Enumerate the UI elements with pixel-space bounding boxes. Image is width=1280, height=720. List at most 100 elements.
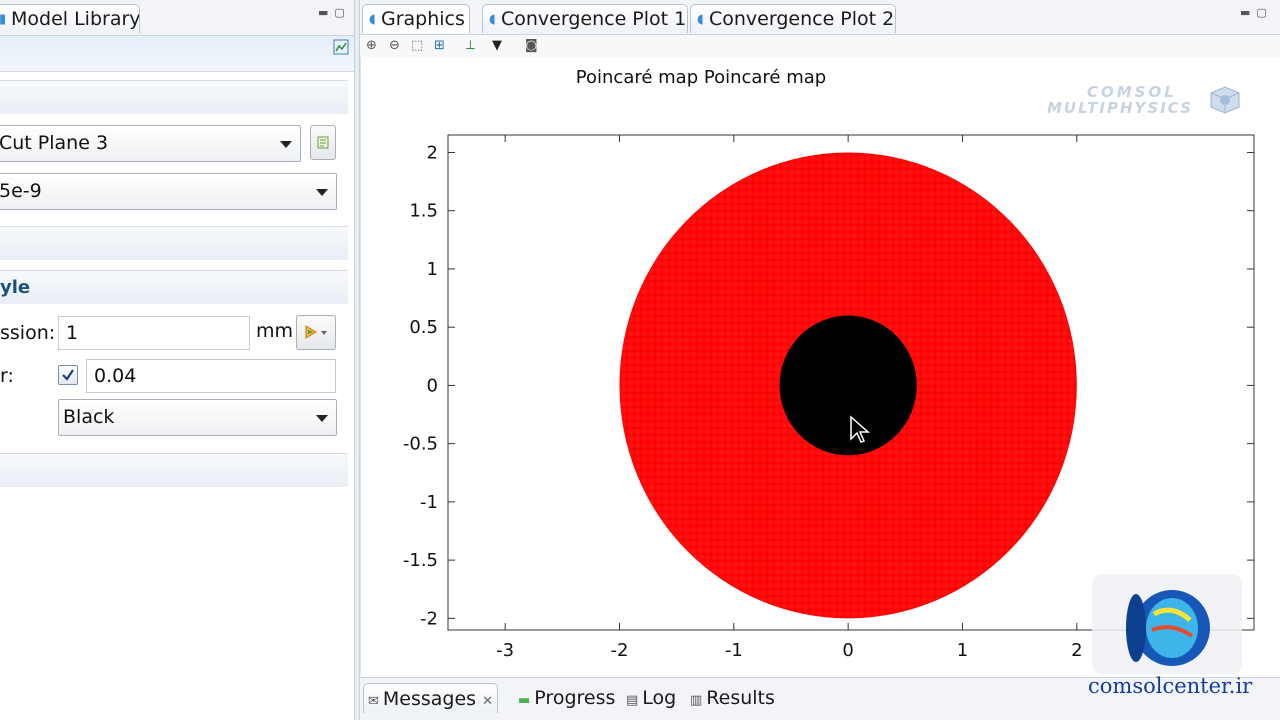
color-select[interactable]: Black [58, 399, 337, 436]
time-select[interactable]: 5e-9 [0, 173, 337, 210]
expression-insert-button[interactable] [296, 315, 336, 350]
y-tick-label: 2 [427, 142, 438, 163]
camera-icon[interactable]: ◙ [525, 38, 538, 53]
panel-splitter[interactable] [354, 0, 360, 720]
settings-toolbar [0, 36, 354, 72]
time-select-value: 5e-9 [0, 180, 42, 202]
y-tick-label: 0 [427, 375, 438, 396]
logo-line-2: MULTIPHYSICS [1047, 99, 1194, 117]
tab-progress-label: Progress [534, 687, 616, 709]
tab-model-library-label: Model Library [11, 8, 140, 30]
chevron-down-icon [316, 415, 328, 422]
tab-results-label: Results [706, 687, 775, 709]
tab-results[interactable]: ▥ Results [690, 683, 775, 713]
results-icon: ▥ [690, 693, 703, 708]
expression-label: ssion: [0, 322, 56, 344]
inner-disk-series [779, 315, 917, 456]
color-select-value: Black [63, 406, 115, 428]
radius-scale-input[interactable]: 0.04 [86, 359, 336, 393]
chevron-down-icon [280, 141, 292, 148]
tab-progress[interactable]: ▬ Progress [518, 683, 615, 713]
minimize-icon[interactable]: ▬ [1240, 6, 1257, 19]
tab-log-label: Log [642, 687, 677, 709]
radius-scale-label: r: [0, 365, 14, 387]
insert-expression-icon [305, 325, 327, 339]
x-tick-label: 1 [957, 640, 968, 661]
x-tick-label: 2 [1071, 640, 1082, 661]
graphics-tab-bar: ◖ Graphics ◖ Convergence Plot 1 ◖ Convergen… [360, 0, 1280, 35]
graphics-canvas[interactable]: Poincaré map Poincaré map -3 -2 -1 0 1 2 2 1.5 1 0… [360, 57, 1280, 675]
tab-convergence-plot-2[interactable]: ◖ Convergence Plot 2 [690, 4, 896, 33]
dataset-select-value: Cut Plane 3 [0, 132, 109, 154]
graphics-window-controls[interactable]: ▬▢ [1240, 6, 1273, 19]
section-coloring-style-title: yle [0, 277, 31, 298]
x-tick-label: -1 [725, 640, 743, 661]
left-tab-bar: ▮ Model Library ▬▢ [0, 0, 354, 36]
tab-graphics[interactable]: ◖ Graphics [362, 4, 470, 33]
y-tick-label: 1.5 [409, 201, 438, 222]
close-icon[interactable]: ✕ [482, 694, 493, 709]
settings-panel: ▮ Model Library ▬▢ Cut Plane 3 5e-9 [0, 0, 354, 720]
watermark-text: comsolcenter.ir [1088, 674, 1253, 698]
x-tick-label: -2 [611, 640, 629, 661]
section-quality-header[interactable] [0, 453, 348, 487]
y-tick-label: -1.5 [403, 550, 438, 571]
comsol-logo: COMSOL MULTIPHYSICS [1047, 81, 1257, 121]
tab-messages[interactable]: ✉ Messages ✕ [363, 683, 498, 713]
section-data-header[interactable] [0, 80, 348, 114]
watermark-graphic [1084, 564, 1254, 674]
y-tick-label: -0.5 [403, 434, 438, 455]
watermark-cylinder-icon [1092, 574, 1242, 674]
y-tick-label: 1 [427, 259, 438, 280]
y-tick-label: 0.5 [409, 317, 438, 338]
y-tick-label: -1 [420, 492, 438, 513]
comsol-cube-icon [1210, 86, 1240, 114]
tab-convergence-plot-1[interactable]: ◖ Convergence Plot 1 [482, 4, 688, 33]
zoom-out-icon[interactable]: ⊖ [389, 38, 400, 53]
y-tick-label: -2 [420, 608, 438, 629]
logo-line-1: COMSOL [1087, 83, 1177, 101]
tab-messages-label: Messages [382, 688, 477, 710]
goto-source-icon [317, 136, 329, 149]
expression-unit: mm [256, 320, 294, 342]
section-coloring-style-header[interactable]: yle [0, 270, 348, 304]
tab-model-library[interactable]: ▮ Model Library [0, 4, 140, 33]
x-tick-label: 0 [842, 640, 853, 661]
tab-convergence-plot-1-label: Convergence Plot 1 [501, 8, 687, 30]
mouse-cursor-icon [850, 415, 870, 443]
section-expression-header[interactable] [0, 226, 348, 260]
plot-icon[interactable] [333, 39, 349, 55]
graphics-tab-icon: ◖ [369, 11, 376, 27]
chevron-down-icon [316, 189, 328, 196]
zoom-extents-icon[interactable]: ⊞ [434, 38, 445, 53]
maximize-icon[interactable]: ▢ [1256, 6, 1273, 19]
dataset-goto-button[interactable] [310, 125, 336, 160]
tab-log[interactable]: ▤ Log [626, 683, 676, 713]
dataset-select[interactable]: Cut Plane 3 [0, 125, 301, 162]
model-library-icon: ▮ [0, 12, 7, 27]
axis-icon[interactable]: ⟂ [466, 38, 475, 53]
zoom-box-icon[interactable]: ⬚ [411, 38, 424, 53]
convergence-plot-icon: ◖ [697, 11, 704, 27]
checkmark-icon [62, 369, 74, 381]
x-tick-label: -3 [496, 640, 514, 661]
tab-graphics-label: Graphics [381, 8, 465, 30]
plot-frame [447, 134, 1255, 631]
maximize-icon[interactable]: ▢ [334, 6, 351, 19]
expression-input[interactable]: 1 [58, 316, 250, 350]
graphics-panel: ◖ Graphics ◖ Convergence Plot 1 ◖ Convergen… [360, 0, 1280, 720]
bottom-tab-bar: ✉ Messages ✕ ▬ Progress ▤ Log ▥ Results [360, 677, 1280, 720]
minimize-icon[interactable]: ▬ [318, 6, 335, 19]
plot-title: Poincaré map Poincaré map [576, 67, 826, 88]
chevron-down-icon[interactable]: ▼ [492, 38, 502, 53]
left-window-controls[interactable]: ▬▢ [318, 6, 351, 19]
graphics-toolbar: ⊕ ⊖ ⬚ ⊞ ⟂ ▼ ◙ [360, 35, 1280, 57]
poincare-plot[interactable]: Poincaré map Poincaré map -3 -2 -1 0 1 2 2 1.5 1 0… [361, 57, 1279, 675]
messages-icon: ✉ [368, 694, 379, 709]
progress-icon: ▬ [518, 693, 531, 708]
radius-scale-checkbox[interactable] [58, 365, 78, 385]
log-icon: ▤ [626, 693, 639, 708]
zoom-in-icon[interactable]: ⊕ [366, 38, 377, 53]
tab-convergence-plot-2-label: Convergence Plot 2 [709, 8, 895, 30]
